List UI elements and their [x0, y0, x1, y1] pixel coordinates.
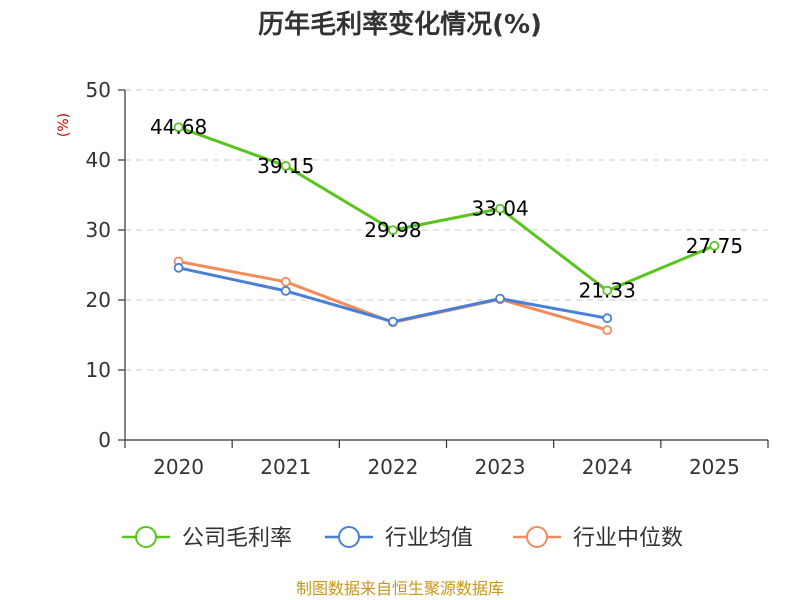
legend-item-1[interactable]: 行业均值: [325, 526, 473, 551]
legend-marker: [135, 526, 157, 548]
legend[interactable]: 公司毛利率 行业均值 行业中位数: [122, 526, 683, 551]
y-tick-label: 10: [86, 358, 111, 382]
series-lines: [173, 122, 720, 336]
data-point-0-2020[interactable]: [173, 122, 184, 133]
data-point-1-2022[interactable]: [388, 316, 398, 327]
legend-marker: [338, 526, 360, 548]
data-point-0-2021[interactable]: [280, 161, 291, 171]
data-label-2022: 29.98: [364, 218, 421, 242]
source-note: 制图数据来自恒生聚源数据库: [296, 579, 504, 598]
data-point-2-2024[interactable]: [602, 325, 613, 336]
axes: 0 10 20 30 40 50 2020 2021 2022 2023 2024 2025: [86, 78, 769, 479]
legend-label: 行业中位数: [573, 526, 683, 551]
data-point-2-2021[interactable]: [280, 276, 291, 287]
x-tick-label-2022: 2022: [367, 455, 418, 479]
data-label-2024: 21.33: [579, 279, 636, 303]
y-axis-unit: (%): [56, 113, 72, 137]
legend-marker: [526, 526, 548, 548]
x-tick-label-2025: 2025: [689, 455, 740, 479]
legend-label: 行业均值: [385, 526, 473, 551]
legend-item-0[interactable]: 公司毛利率: [122, 526, 292, 551]
data-label-2021: 39.15: [257, 154, 314, 178]
data-label-2025: 27.75: [686, 234, 743, 258]
data-point-1-2023[interactable]: [495, 293, 505, 304]
x-tick-label-2023: 2023: [475, 455, 526, 479]
series-line-1: [178, 266, 608, 324]
y-tick-label: 30: [86, 218, 111, 242]
y-tick-label: 50: [86, 78, 111, 102]
y-tick-label: 40: [86, 148, 111, 172]
data-labels: 44.68 39.15 29.98 33.04 21.33 27.75: [150, 115, 743, 302]
data-point-1-2020[interactable]: [173, 262, 184, 273]
gridlines: [125, 89, 768, 371]
data-point-0-2024[interactable]: [602, 285, 613, 296]
data-point-0-2023[interactable]: [495, 203, 505, 214]
x-tick-label-2021: 2021: [260, 455, 311, 479]
data-point-1-2024[interactable]: [602, 313, 613, 324]
x-tick-label-2020: 2020: [153, 455, 204, 479]
legend-item-2[interactable]: 行业中位数: [513, 526, 683, 551]
x-tick-label-2024: 2024: [582, 455, 633, 479]
series-line-0: [178, 125, 715, 293]
data-point-0-2022[interactable]: [388, 225, 398, 236]
y-tick-label: 20: [86, 288, 111, 312]
legend-label: 公司毛利率: [182, 526, 292, 551]
data-label-2020: 44.68: [150, 115, 207, 139]
chart-title: 历年毛利率变化情况(%): [258, 9, 542, 40]
data-point-0-2025[interactable]: [709, 240, 720, 251]
data-point-1-2021[interactable]: [280, 285, 291, 296]
y-tick-label: 0: [98, 428, 111, 452]
data-label-2023: 33.04: [471, 197, 528, 221]
